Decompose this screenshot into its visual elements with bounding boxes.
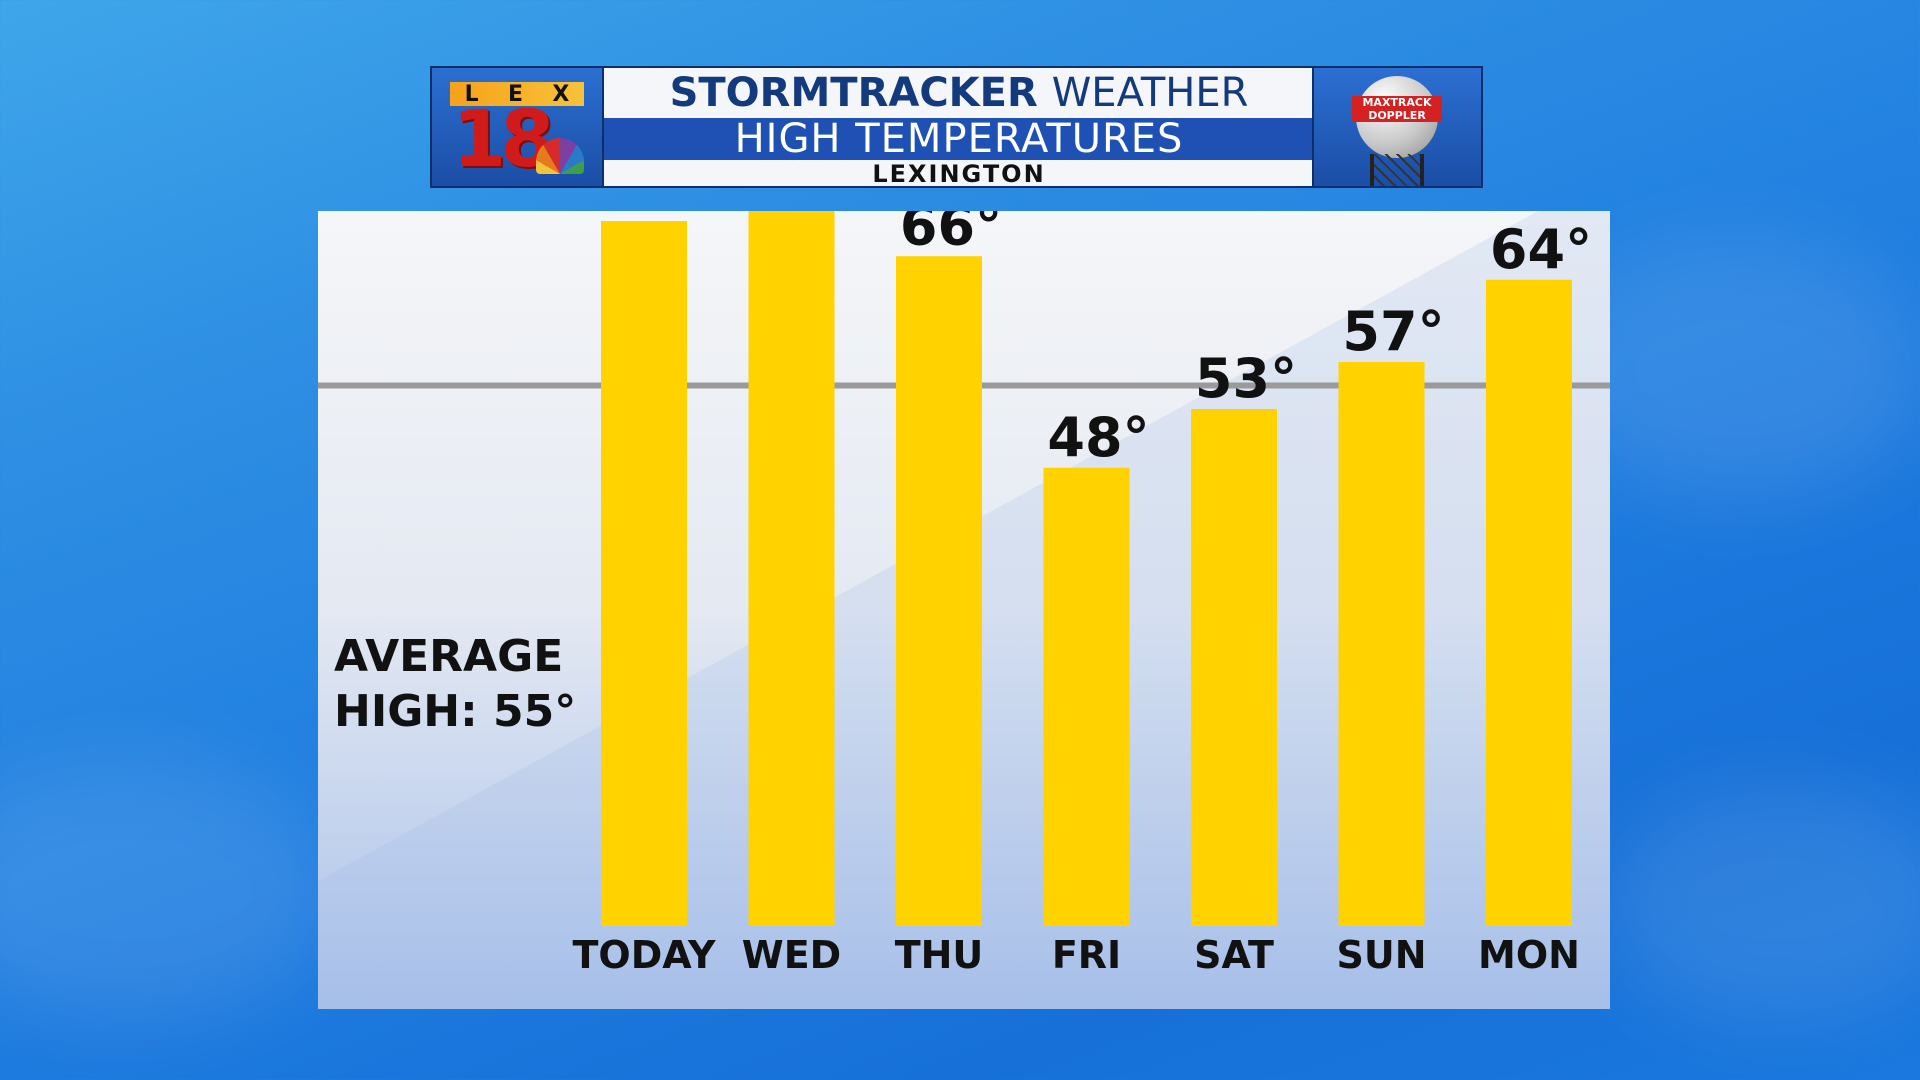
header-location: LEXINGTON (872, 160, 1046, 188)
background-cloud (1550, 240, 1920, 500)
category-label-sat: SAT (1194, 933, 1274, 977)
bar-fri (1043, 467, 1130, 926)
category-label-thu: THU (895, 933, 984, 977)
header-title: STORMTRACKER WEATHER (604, 70, 1314, 116)
category-label-mon: MON (1478, 933, 1580, 977)
logo-letter: X (552, 81, 570, 107)
value-label-today: 69° (605, 211, 707, 222)
bar-sun (1338, 362, 1425, 926)
logo-letter: L (464, 81, 479, 107)
subtitle-bar (604, 118, 1314, 160)
chart-panel: AVERAGE HIGH: 55° 69°TODAY70°WED66°THU48… (318, 211, 1610, 1009)
bar-thu (896, 256, 982, 926)
logo-letter: E (508, 81, 524, 107)
title-rest: WEATHER (1051, 70, 1249, 116)
value-label-sun: 57° (1342, 300, 1444, 363)
station-logo: L E X 18 (432, 68, 604, 186)
category-label-wed: WED (742, 933, 841, 977)
radar-label-bottom: DOPPLER (1368, 109, 1426, 122)
peacock-icon (536, 138, 584, 174)
temperature-chart: AVERAGE HIGH: 55° 69°TODAY70°WED66°THU48… (318, 211, 1610, 1009)
category-label-sun: SUN (1336, 933, 1426, 977)
logo-number: 18 (452, 95, 555, 185)
bar-wed (748, 211, 835, 926)
average-label-line1: AVERAGE (334, 631, 563, 682)
category-label-today: TODAY (572, 933, 716, 977)
bars-group: 69°TODAY70°WED66°THU48°FRI53°SAT57°SUN64… (572, 211, 1592, 977)
background-cloud (1600, 780, 1920, 1020)
header-subtitle: HIGH TEMPERATURES (734, 116, 1184, 162)
radar-tower-icon (1370, 154, 1424, 186)
average-label-line2: HIGH: 55° (334, 686, 576, 737)
bar-today (601, 221, 687, 926)
bar-mon (1486, 279, 1572, 926)
value-label-fri: 48° (1047, 406, 1149, 469)
logo-lex-strip: L E X (450, 81, 584, 107)
background-cloud (0, 760, 340, 1020)
category-label-fri: FRI (1052, 933, 1121, 977)
radar-label: MAXTRACK DOPPLER (1352, 96, 1442, 122)
radar-label-top: MAXTRACK (1362, 96, 1432, 109)
bar-sat (1191, 409, 1277, 926)
title-area: STORMTRACKER WEATHER HIGH TEMPERATURES L… (604, 68, 1314, 188)
value-label-mon: 64° (1490, 218, 1592, 281)
radar-logo: MAXTRACK DOPPLER (1312, 68, 1481, 186)
value-label-thu: 66° (900, 211, 1002, 257)
graphic-header: L E X 18 STORMTRACKER WEATHER HIGH TEMPE… (430, 66, 1483, 188)
title-bold: STORMTRACKER (669, 70, 1038, 116)
value-label-sat: 53° (1195, 347, 1297, 410)
